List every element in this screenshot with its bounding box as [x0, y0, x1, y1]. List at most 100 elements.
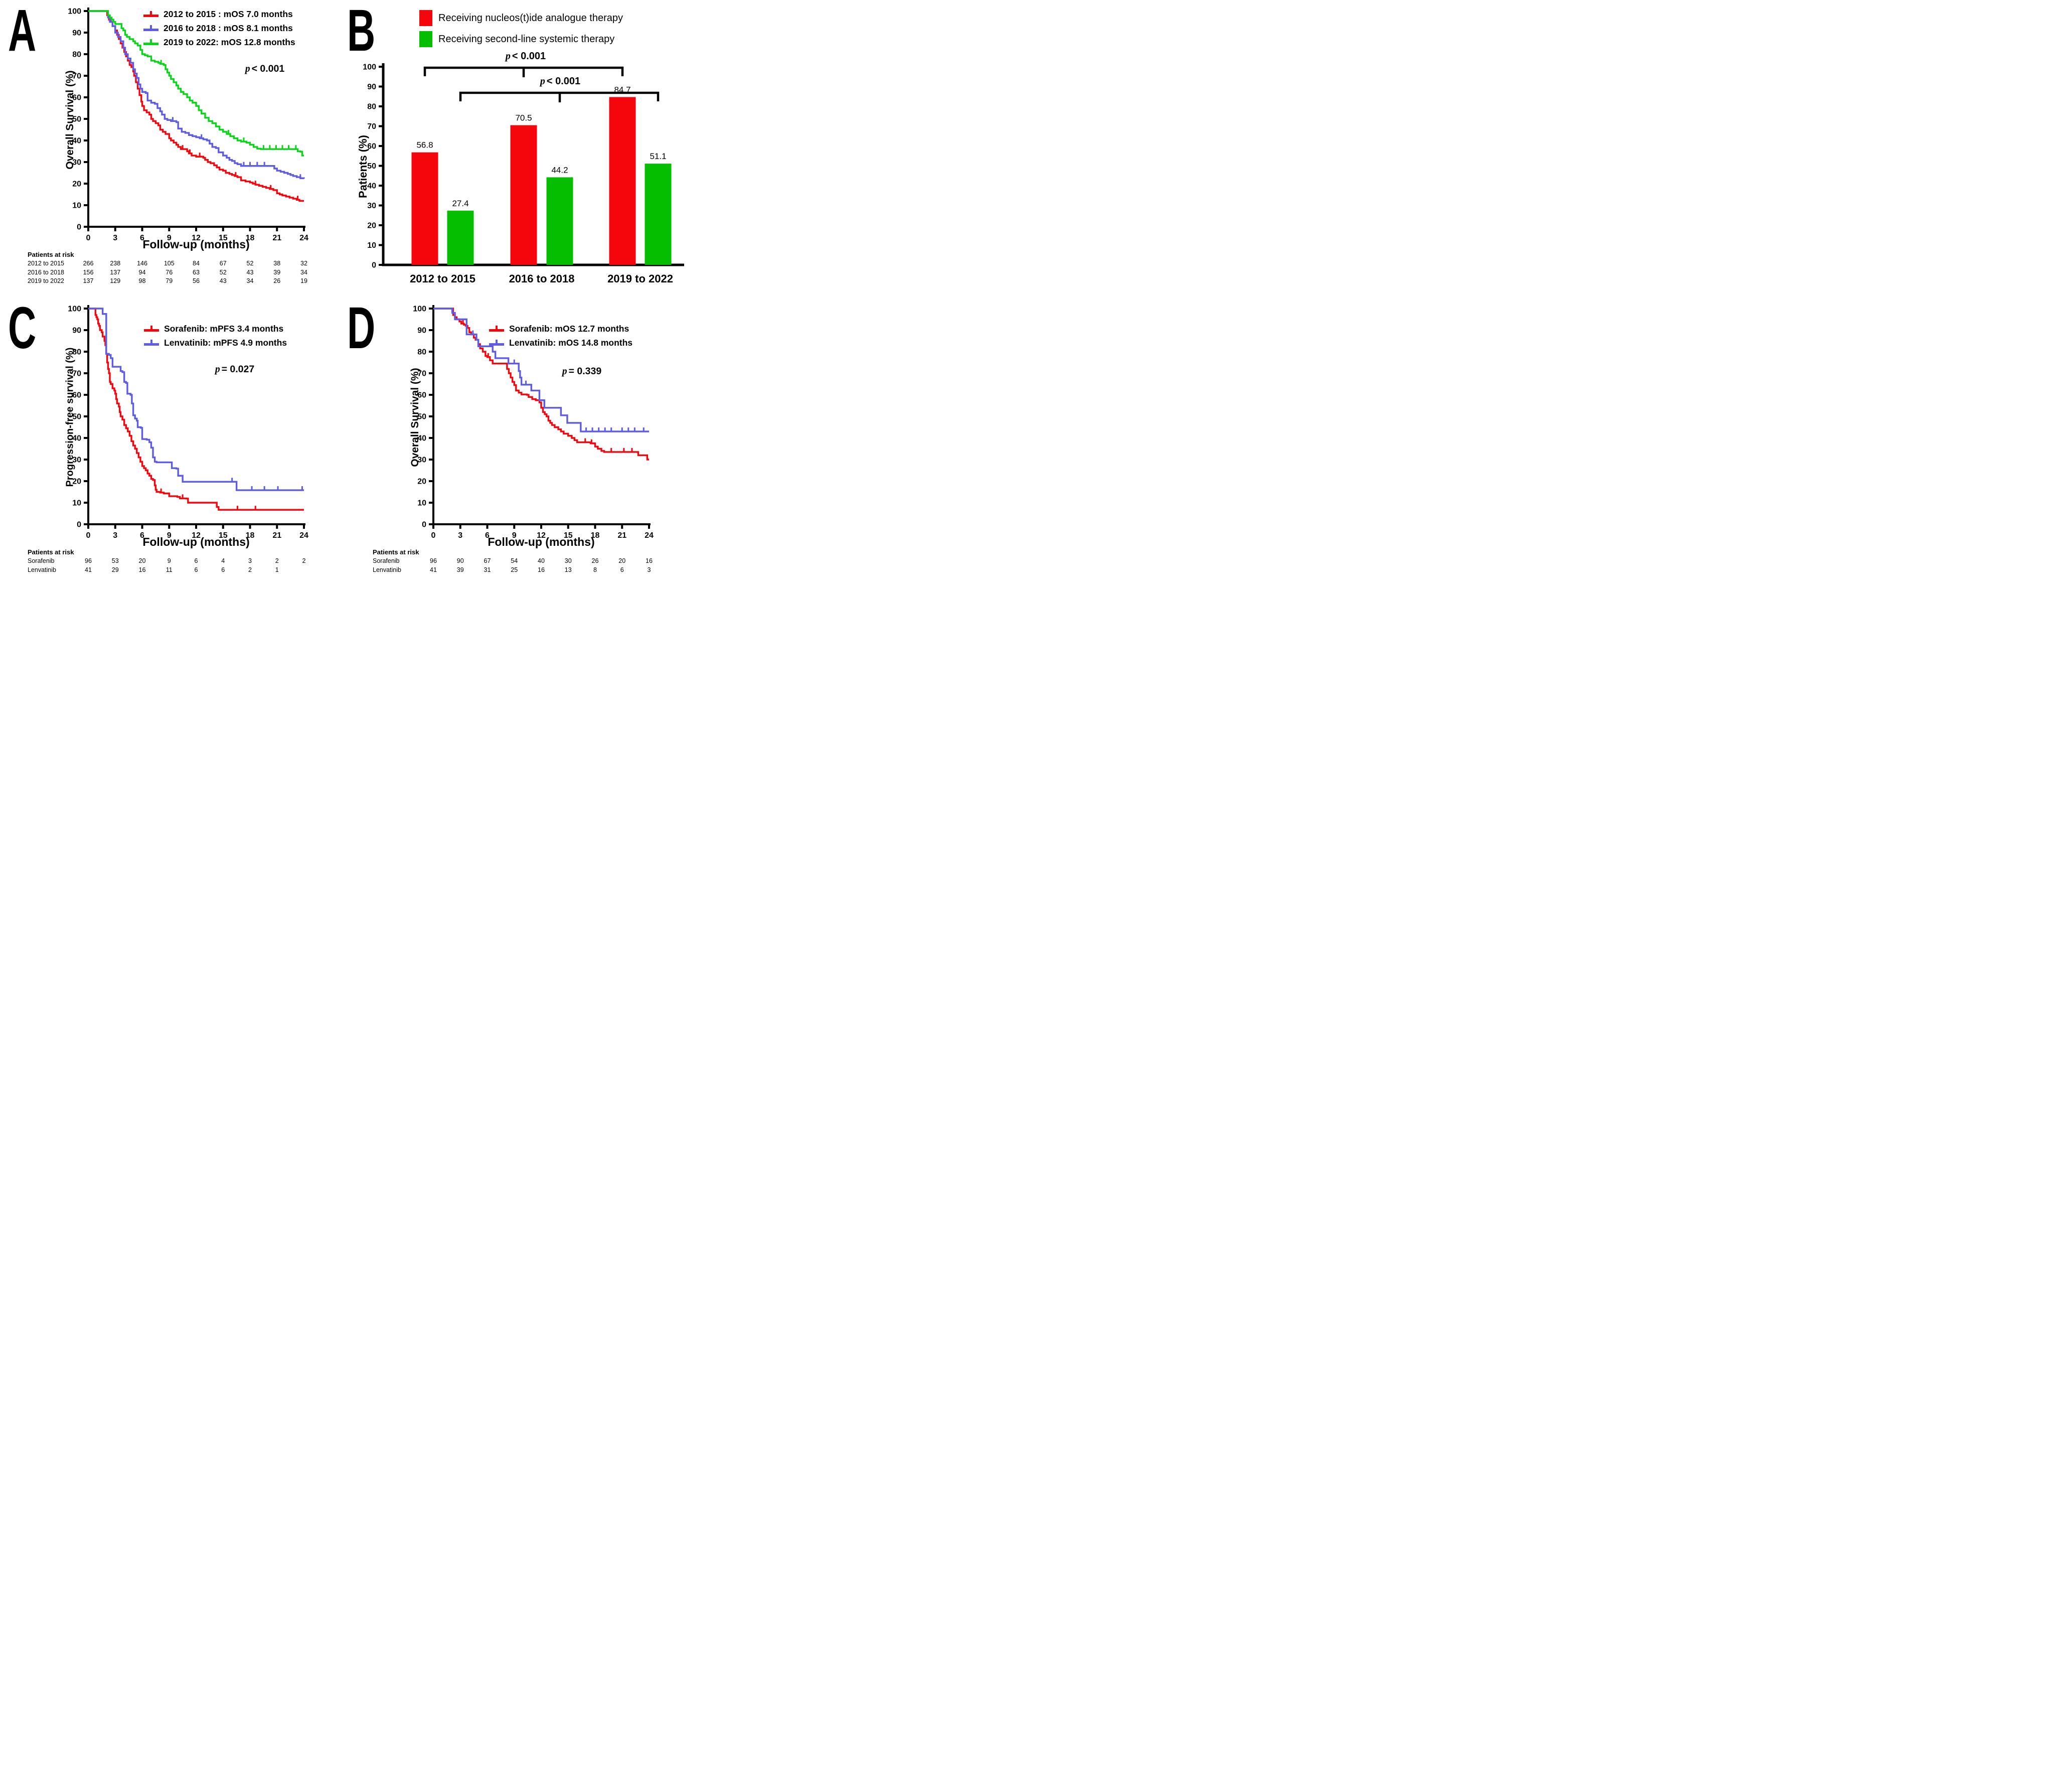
panel-letter-c: C — [8, 295, 37, 361]
svg-text:15: 15 — [219, 531, 228, 540]
legend-label: Lenvatinib: mPFS 4.9 months — [164, 338, 287, 348]
svg-text:30: 30 — [417, 456, 426, 465]
svg-text:50: 50 — [417, 413, 426, 421]
svg-text:24: 24 — [299, 531, 308, 540]
svg-text:12: 12 — [192, 234, 201, 242]
svg-text:90: 90 — [417, 327, 426, 335]
p-value-bracket-2: p < 0.001 — [540, 76, 581, 87]
x-axis-label: Follow-up (months) — [488, 535, 595, 548]
legend-label: 2019 to 2022: mOS 12.8 months — [164, 37, 295, 47]
svg-text:51.1: 51.1 — [650, 152, 666, 161]
svg-text:80: 80 — [72, 51, 81, 59]
panel-c: C 0 10 20 30 40 50 60 70 80 90 100 0 3 6 9 12 15 18 21 24 P… — [0, 298, 345, 595]
panel-letter-d: D — [347, 295, 376, 361]
legend-item: 2016 to 2018 : mOS 8.1 months — [143, 23, 295, 34]
figure: A 0 10 20 30 40 50 60 70 80 90 100 0 3 6 9 12 15 18 21 24 O… — [0, 0, 691, 595]
svg-text:30: 30 — [72, 159, 81, 167]
svg-text:3: 3 — [458, 531, 462, 540]
x-axis-label: Follow-up (months) — [142, 535, 250, 548]
green-swatch-icon — [419, 31, 432, 47]
svg-text:0: 0 — [86, 531, 91, 540]
svg-text:100: 100 — [413, 305, 426, 314]
svg-text:0: 0 — [372, 261, 376, 270]
svg-text:9: 9 — [167, 234, 172, 242]
svg-text:60: 60 — [417, 391, 426, 400]
svg-text:10: 10 — [417, 499, 426, 508]
p-value-bracket-1: p < 0.001 — [505, 51, 546, 62]
svg-text:21: 21 — [617, 531, 626, 540]
y-axis-label: Progression-free survival (%) — [64, 347, 76, 487]
svg-text:80: 80 — [72, 348, 81, 357]
svg-text:44.2: 44.2 — [551, 165, 568, 175]
svg-text:90: 90 — [72, 327, 81, 335]
svg-text:90: 90 — [367, 83, 376, 91]
legend-item: 2012 to 2015 : mOS 7.0 months — [143, 9, 295, 20]
panel-letter-a: A — [8, 0, 37, 64]
p-value: p = 0.339 — [562, 366, 602, 377]
svg-text:9: 9 — [167, 531, 172, 540]
y-axis-label: Overall Survival (%) — [64, 70, 76, 170]
legend-label: Sorafenib: mOS 12.7 months — [509, 324, 629, 334]
svg-text:100: 100 — [363, 63, 376, 72]
legend-item: Lenvatinib: mOS 14.8 months — [489, 338, 632, 348]
svg-text:27.4: 27.4 — [452, 199, 468, 208]
svg-text:60: 60 — [72, 94, 81, 102]
legend-label: Receiving second-line systemic therapy — [438, 33, 615, 45]
svg-text:70.5: 70.5 — [515, 113, 532, 123]
svg-text:100: 100 — [68, 305, 81, 314]
km-line-key-icon — [144, 339, 159, 347]
svg-text:80: 80 — [417, 348, 426, 357]
legend-item: Sorafenib: mPFS 3.4 months — [144, 324, 287, 334]
svg-text:50: 50 — [367, 162, 376, 171]
svg-text:0: 0 — [77, 521, 81, 529]
svg-text:2019 to 2022: 2019 to 2022 — [607, 272, 673, 285]
svg-text:24: 24 — [645, 531, 654, 540]
svg-text:18: 18 — [246, 234, 255, 242]
svg-text:50: 50 — [72, 413, 81, 421]
svg-text:2016 to 2018: 2016 to 2018 — [509, 272, 575, 285]
svg-text:2012 to 2015: 2012 to 2015 — [410, 272, 475, 285]
legend-item: Receiving second-line systemic therapy — [419, 31, 623, 47]
svg-text:9: 9 — [512, 531, 517, 540]
svg-text:100: 100 — [68, 8, 81, 16]
svg-text:21: 21 — [272, 234, 281, 242]
svg-text:60: 60 — [367, 142, 376, 151]
svg-text:80: 80 — [367, 103, 376, 111]
legend-item: Sorafenib: mOS 12.7 months — [489, 324, 632, 334]
legend: 2012 to 2015 : mOS 7.0 months 2016 to 20… — [143, 9, 295, 51]
svg-text:0: 0 — [86, 234, 91, 242]
svg-text:20: 20 — [417, 478, 426, 486]
svg-text:15: 15 — [564, 531, 573, 540]
legend-label: Lenvatinib: mOS 14.8 months — [509, 338, 633, 348]
legend: Receiving nucleos(t)ide analogue therapy… — [419, 10, 623, 52]
km-line-key-icon — [489, 325, 504, 333]
p-value: p = 0.027 — [215, 364, 255, 375]
red-swatch-icon — [419, 10, 432, 26]
km-plot-overall-survival-drugs: 0 10 20 30 40 50 60 70 80 90 100 0 3 6 9 12 15 18 21 24 — [413, 305, 654, 540]
panel-a: A 0 10 20 30 40 50 60 70 80 90 100 0 3 6 9 12 15 18 21 24 O… — [0, 0, 345, 298]
svg-text:70: 70 — [417, 370, 426, 378]
legend-item: Receiving nucleos(t)ide analogue therapy — [419, 10, 623, 26]
legend-item: 2019 to 2022: mOS 12.8 months — [143, 37, 295, 48]
svg-text:10: 10 — [367, 241, 376, 250]
svg-text:12: 12 — [192, 531, 201, 540]
km-line-key-icon — [143, 25, 158, 32]
panel-d: D 0 10 20 30 40 50 60 70 80 90 100 0 3 6 9 12 15 18 21 24 O… — [345, 298, 691, 595]
svg-text:10: 10 — [72, 499, 81, 508]
svg-text:6: 6 — [485, 531, 490, 540]
svg-text:40: 40 — [72, 137, 81, 145]
svg-text:50: 50 — [72, 115, 81, 124]
km-line-key-icon — [143, 11, 158, 18]
legend: Sorafenib: mOS 12.7 months Lenvatinib: m… — [489, 324, 632, 352]
svg-text:15: 15 — [219, 234, 228, 242]
x-axis-label: Follow-up (months) — [142, 238, 250, 251]
km-plot-progression-free-survival: 0 10 20 30 40 50 60 70 80 90 100 0 3 6 9 12 15 18 21 24 — [68, 305, 308, 540]
p-value: p < 0.001 — [245, 63, 285, 74]
bar-chart-therapy-rates: 010203040506070809010056.870.584.727.444… — [363, 63, 684, 285]
svg-text:6: 6 — [140, 531, 144, 540]
svg-text:21: 21 — [272, 531, 281, 540]
svg-text:0: 0 — [431, 531, 436, 540]
svg-text:30: 30 — [72, 456, 81, 465]
svg-text:3: 3 — [113, 531, 117, 540]
svg-text:0: 0 — [422, 521, 426, 529]
